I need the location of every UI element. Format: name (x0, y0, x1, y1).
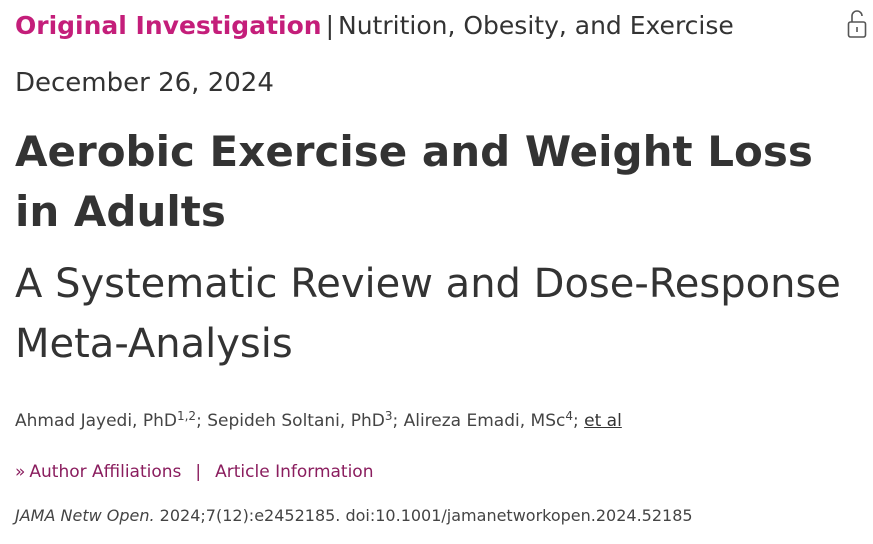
article-title: Aerobic Exercise and Weight Loss in Adul… (15, 127, 813, 236)
citation-details: 2024;7(12):e2452185. doi:10.1001/jamanet… (159, 506, 693, 525)
author-separator: ; (392, 411, 399, 431)
author-separator: ; (573, 411, 579, 431)
topic-label[interactable]: Nutrition, Obesity, and Exercise (338, 11, 734, 40)
journal-abbreviation: JAMA Netw Open. (15, 506, 155, 525)
author-name[interactable]: Ahmad Jayedi, PhD (15, 411, 177, 431)
author-list: Ahmad Jayedi, PhD1,2; Sepideh Soltani, P… (15, 406, 622, 436)
double-chevron-right-icon: » (15, 462, 26, 482)
article-type-label[interactable]: Original Investigation (15, 11, 322, 40)
et-al-link[interactable]: et al (584, 411, 622, 431)
author-affiliation-marker: 1,2 (176, 409, 197, 423)
links-separator: | (195, 462, 202, 482)
author-name[interactable]: Alireza Emadi, MSc (403, 411, 566, 431)
author-affiliation-marker: 4 (565, 409, 573, 423)
publication-date: December 26, 2024 (15, 68, 274, 98)
article-links: » Author Affiliations | Article Information (15, 457, 374, 487)
article-information-link[interactable]: Article Information (215, 462, 374, 482)
article-subtitle: A Systematic Review and Dose-Response Me… (15, 261, 841, 367)
article-header: Original Investigation | Nutrition, Obesit… (15, 10, 734, 42)
author-affiliation-marker: 3 (384, 409, 393, 423)
unlocked-padlock-icon (847, 10, 867, 38)
author-name[interactable]: Sepideh Soltani, PhD (207, 411, 385, 431)
citation: JAMA Netw Open. 2024;7(12):e2452185. doi… (15, 502, 693, 530)
author-separator: ; (196, 411, 202, 431)
header-separator: | (325, 11, 335, 40)
author-affiliations-link[interactable]: Author Affiliations (29, 462, 182, 482)
